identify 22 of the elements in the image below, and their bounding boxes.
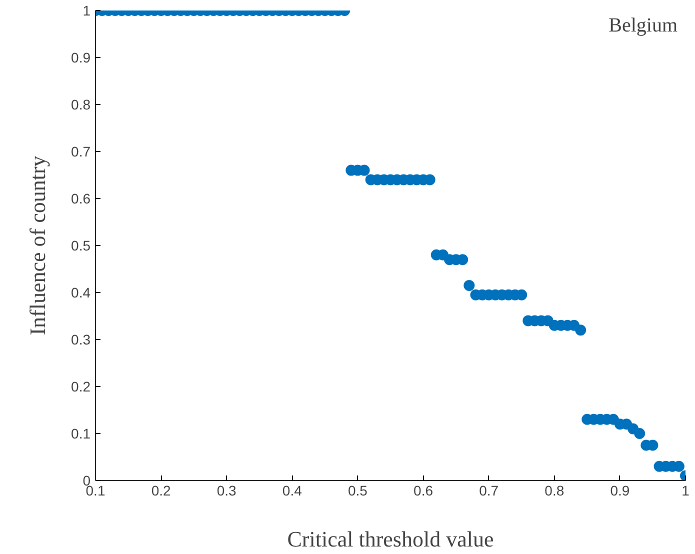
x-tick-label: 0.6 xyxy=(414,482,434,498)
y-tick-label: 0.2 xyxy=(71,378,91,394)
y-tick-label: 0.6 xyxy=(71,190,91,206)
y-tick-label: 0.9 xyxy=(71,50,91,66)
x-tick-label: 0.2 xyxy=(151,482,171,498)
y-axis-title: Influence of country xyxy=(25,156,50,336)
x-tick-label: 0.7 xyxy=(479,482,499,498)
y-tick-label: 0.5 xyxy=(71,238,91,254)
x-tick-label: 0.3 xyxy=(216,482,237,498)
y-tick-label: 0.1 xyxy=(71,426,91,442)
x-tick-label: 0.5 xyxy=(348,482,368,498)
x-tick-label: 0.9 xyxy=(610,482,630,498)
x-tick-label: 0.8 xyxy=(544,482,564,498)
x-tick-label: 0.4 xyxy=(282,482,302,498)
y-tick-label: 0.7 xyxy=(71,144,91,160)
y-tick-label: 0.3 xyxy=(71,332,91,348)
y-tick-label: 0.4 xyxy=(71,284,91,300)
x-axis-title: Critical threshold value xyxy=(287,526,494,552)
x-tick-label: 1 xyxy=(682,482,690,498)
y-tick-label: 0.8 xyxy=(71,96,91,112)
annotation: Belgium xyxy=(608,14,678,36)
y-tick-label: 1 xyxy=(82,2,91,18)
